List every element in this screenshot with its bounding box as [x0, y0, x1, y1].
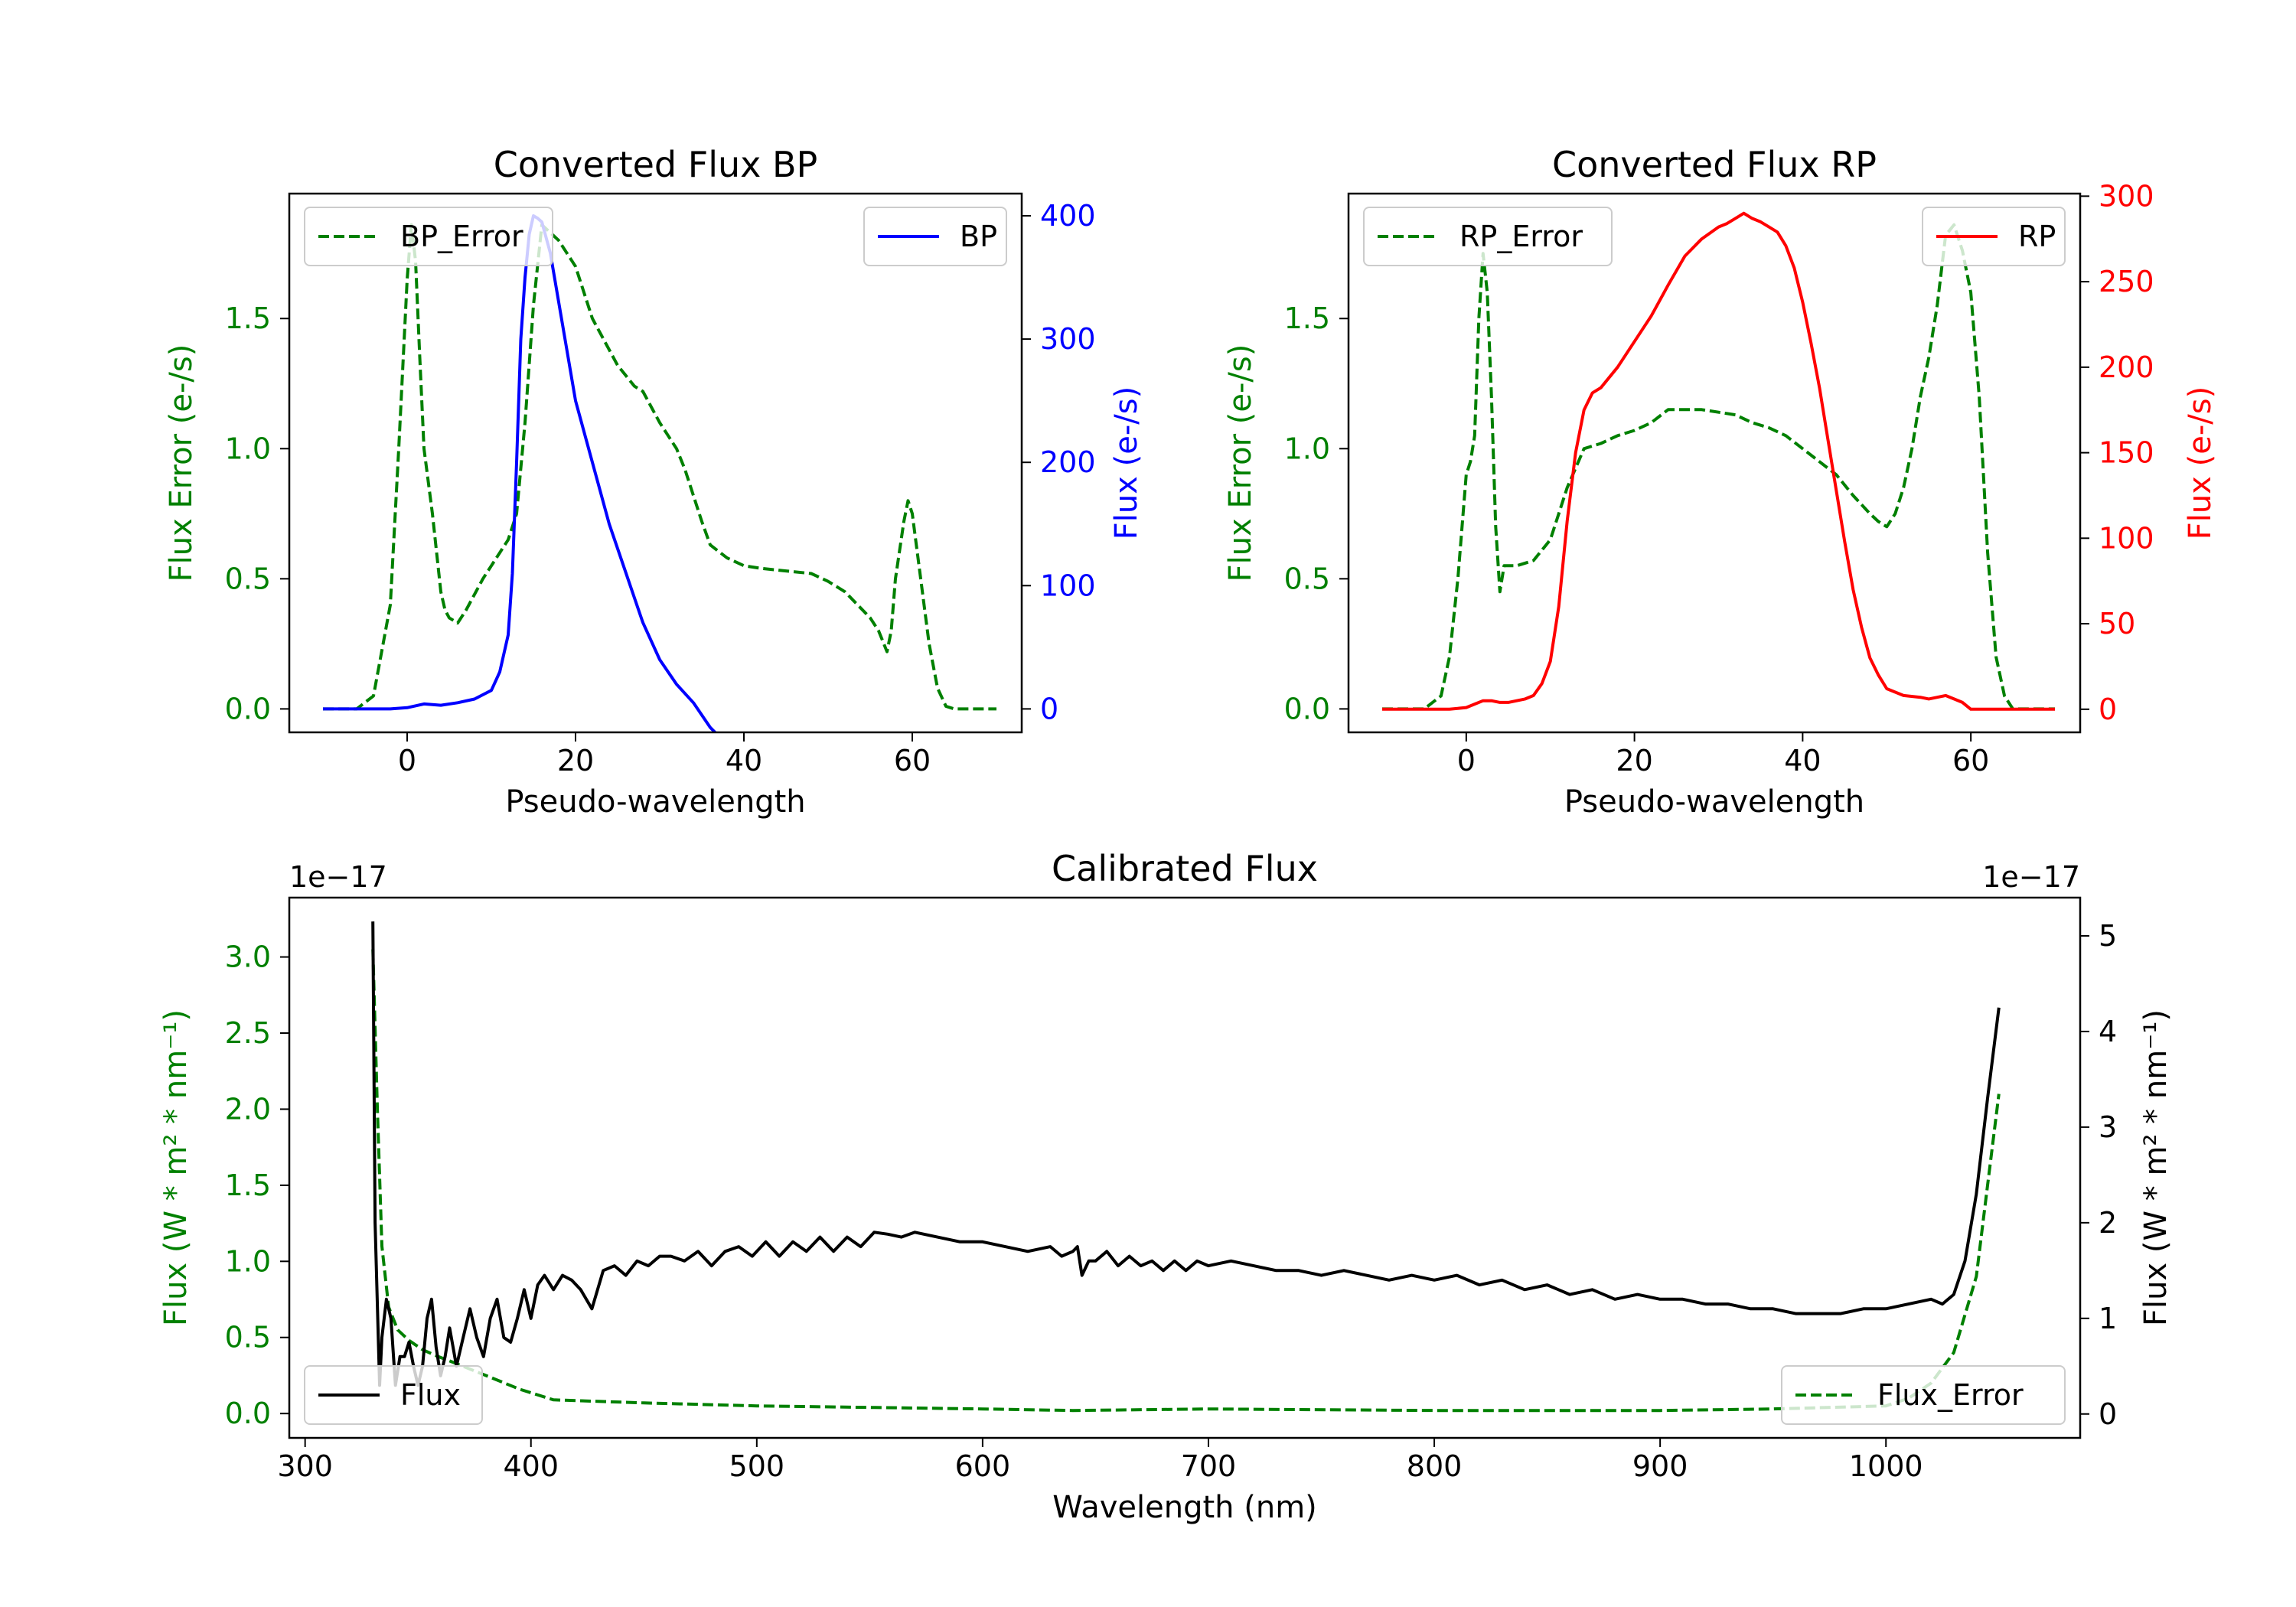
x-tick-label: 20	[557, 744, 594, 777]
left-y-tick-label: 1.0	[1284, 432, 1330, 465]
x-tick-label: 1000	[1849, 1449, 1923, 1483]
panel-cal: Calibrated Flux 300 400 500 600 700 800 900 1000…	[158, 848, 2174, 1525]
series-bp-error-line	[323, 223, 996, 711]
left-y-axis-label: Flux (W * m² * nm⁻¹)	[158, 1009, 194, 1326]
right-y-tick-label: 0	[2099, 1397, 2117, 1431]
legend-bp: BP	[863, 207, 1007, 266]
right-y-tick-label: 3	[2099, 1110, 2117, 1144]
x-axis-label: Wavelength (nm)	[1052, 1490, 1317, 1525]
left-y-tick-label: 0.5	[225, 562, 271, 595]
right-y-axis-label: Flux (e-/s)	[1109, 386, 1144, 539]
left-y-tick-label: 0.0	[225, 692, 271, 725]
x-tick-label: 500	[729, 1449, 785, 1483]
panel-bp: Converted Flux BP 0 20 40 60 Pseudo-wavelengt…	[164, 144, 1144, 820]
x-tick-label: 400	[503, 1449, 559, 1483]
right-y-tick-label: 0	[2099, 693, 2117, 726]
plot-frame	[288, 896, 2082, 1439]
chart-title: Converted Flux RP	[1552, 144, 1877, 185]
right-y-tick-label: 100	[1040, 569, 1096, 602]
right-y-tick-label: 300	[1040, 322, 1096, 356]
left-offset-text: 1e−17	[289, 860, 387, 894]
legend-label: BP	[960, 220, 997, 253]
chart-title: Converted Flux BP	[494, 144, 818, 185]
x-tick-label: 800	[1407, 1449, 1463, 1483]
x-axis-label: Pseudo-wavelength	[1564, 784, 1864, 820]
plot-frame	[1347, 192, 2082, 734]
legend-box	[1363, 207, 1613, 266]
left-y-tick-label: 1.5	[1284, 302, 1330, 335]
series-flux-error-line	[371, 949, 2001, 1413]
legend-label: BP_Error	[400, 220, 523, 253]
x-tick-label: 600	[955, 1449, 1011, 1483]
right-y-tick-label: 4	[2099, 1015, 2117, 1048]
legend-bp-error: BP_Error	[304, 207, 553, 266]
legend-label: RP_Error	[1459, 220, 1583, 253]
legend-rp-error: RP_Error	[1363, 207, 1613, 266]
legend-label: RP	[2018, 220, 2056, 253]
right-y-tick-label: 2	[2099, 1206, 2117, 1240]
right-y-tick-label: 50	[2099, 607, 2135, 641]
right-y-axis-label: Flux (e-/s)	[2183, 386, 2218, 539]
series-rp-line	[1382, 211, 2055, 711]
x-tick-label: 0	[398, 744, 416, 777]
right-y-axis-label: Flux (W * m² * nm⁻¹)	[2138, 1009, 2174, 1326]
right-y-tick-label: 250	[2099, 265, 2154, 298]
left-y-tick-label: 2.5	[225, 1016, 271, 1050]
legend-flux-error: Flux_Error	[1781, 1365, 2066, 1425]
x-tick-label: 700	[1181, 1449, 1237, 1483]
legend-rp: RP	[1922, 207, 2066, 266]
right-y-tick-label: 400	[1040, 199, 1096, 233]
x-tick-label: 40	[1784, 744, 1821, 777]
left-y-tick-label: 1.0	[225, 1244, 271, 1278]
right-y-tick-label: 100	[2099, 521, 2154, 555]
left-y-tick-label: 1.0	[225, 432, 271, 465]
x-axis-label: Pseudo-wavelength	[505, 784, 805, 820]
x-tick-label: 60	[1952, 744, 1989, 777]
panel-rp: Converted Flux RP 0 20 40 60 Pseudo-wavelengt…	[1223, 144, 2218, 820]
legend-label: Flux	[400, 1378, 461, 1412]
right-offset-text: 1e−17	[1982, 860, 2080, 894]
left-y-tick-label: 0.0	[1284, 692, 1330, 725]
left-y-tick-label: 1.5	[225, 302, 271, 335]
x-tick-label: 40	[726, 744, 762, 777]
left-y-axis-label: Flux Error (e-/s)	[1223, 344, 1258, 582]
x-tick-label: 20	[1616, 744, 1652, 777]
left-y-tick-label: 0.0	[225, 1397, 271, 1430]
left-y-tick-label: 0.5	[225, 1321, 271, 1354]
legend-flux: Flux	[304, 1365, 483, 1425]
right-y-tick-label: 1	[2099, 1302, 2117, 1335]
legend-box	[304, 207, 553, 266]
x-tick-label: 900	[1632, 1449, 1688, 1483]
legend-box	[1781, 1365, 2066, 1425]
right-y-tick-label: 0	[1040, 692, 1058, 725]
left-y-tick-label: 3.0	[225, 940, 271, 974]
right-y-tick-label: 300	[2099, 179, 2154, 213]
legend-label: Flux_Error	[1877, 1378, 2024, 1412]
right-y-tick-label: 5	[2099, 919, 2117, 953]
left-y-tick-label: 1.5	[225, 1169, 271, 1202]
x-tick-label: 300	[277, 1449, 333, 1483]
left-y-tick-label: 0.5	[1284, 562, 1330, 595]
right-y-tick-label: 200	[1040, 445, 1096, 479]
x-tick-label: 0	[1457, 744, 1476, 777]
x-tick-label: 60	[894, 744, 931, 777]
legend-box	[304, 1365, 483, 1425]
series-flux-line	[371, 921, 2001, 1387]
left-y-tick-label: 2.0	[225, 1092, 271, 1126]
series-rp-error-line	[1382, 223, 2055, 711]
series-bp-line	[323, 214, 718, 732]
left-y-axis-label: Flux Error (e-/s)	[164, 344, 199, 582]
right-y-tick-label: 200	[2099, 350, 2154, 384]
chart-title: Calibrated Flux	[1052, 848, 1318, 889]
right-y-tick-label: 150	[2099, 436, 2154, 470]
